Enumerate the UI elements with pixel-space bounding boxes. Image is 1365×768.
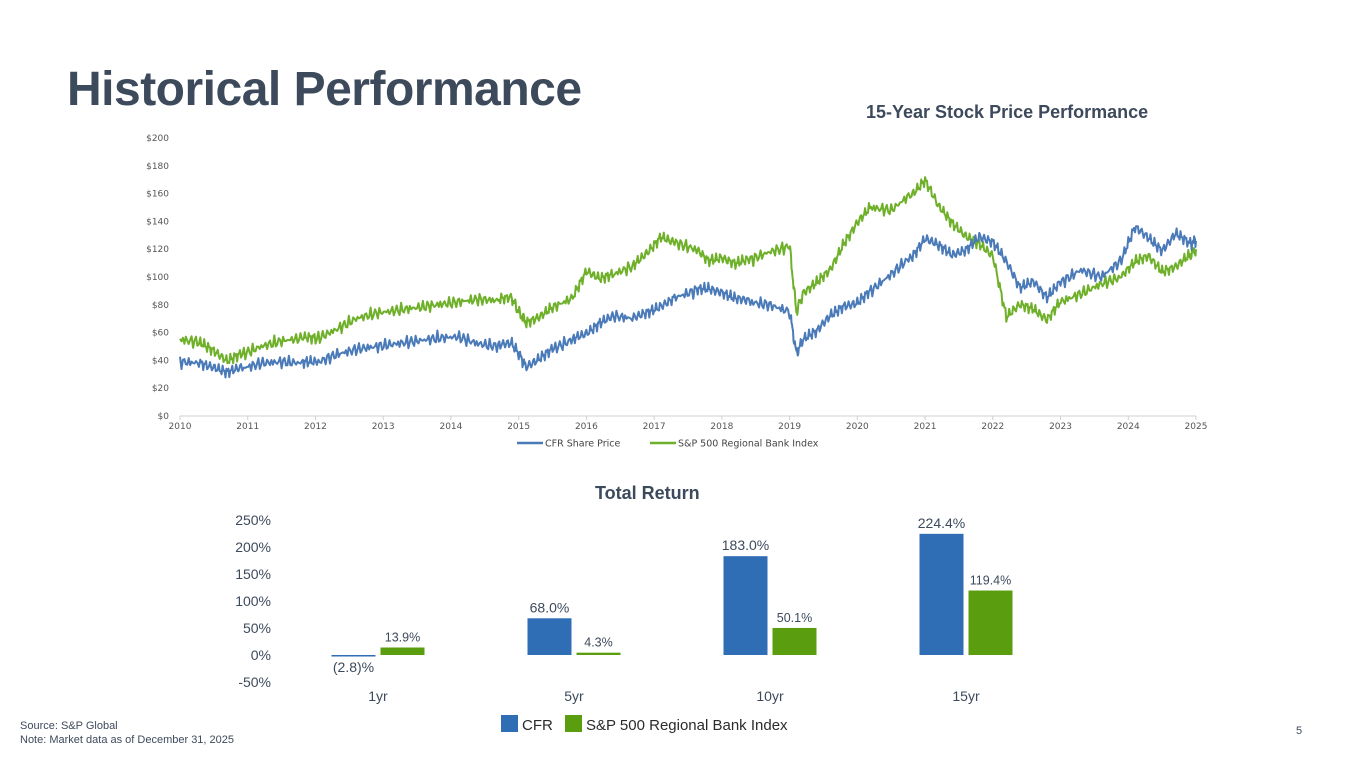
line-y-tick-label: $0 [158, 412, 170, 422]
bar-category-label: 5yr [564, 688, 584, 704]
line-x-tick-label: 2025 [1185, 422, 1208, 432]
cfr-share-price-line [179, 225, 1197, 379]
line-x-tick-label: 2012 [304, 422, 327, 432]
line-y-tick-label: $140 [146, 217, 169, 227]
bar-cfr-data-label: (2.8)% [333, 659, 374, 675]
line-x-tick-label: 2022 [981, 422, 1004, 432]
line-y-tick-label: $160 [146, 190, 169, 200]
bar-regional-bank-index-data-label: 4.3% [584, 636, 613, 650]
line-y-tick-label: $60 [152, 329, 169, 339]
bar-y-tick-label: 100% [235, 593, 271, 609]
bar-category-label: 1yr [368, 688, 388, 704]
bar-y-tick-label: 0% [251, 647, 271, 663]
line-x-tick-label: 2021 [914, 422, 937, 432]
bar-regional-bank-index-1yr [380, 647, 425, 655]
bar-regional-bank-index-data-label: 119.4% [970, 574, 1011, 588]
bar-y-tick-label: 150% [235, 566, 271, 582]
bar-cfr-data-label: 68.0% [530, 599, 570, 615]
line-x-tick-label: 2013 [372, 422, 395, 432]
page-title: Historical Performance [67, 63, 582, 116]
legend-sp500-regional-bank-index-label: S&P 500 Regional Bank Index [586, 717, 788, 734]
line-x-tick-label: 2014 [439, 422, 462, 432]
line-x-tick-label: 2024 [1117, 422, 1140, 432]
bar-cfr-data-label: 183.0% [722, 537, 769, 553]
bar-y-tick-label: 200% [235, 539, 271, 555]
bar-y-tick-label: 250% [235, 512, 271, 528]
page-number: 5 [1296, 725, 1303, 737]
bar-y-tick-label: -50% [238, 674, 271, 690]
bar-category-label: 15yr [952, 688, 980, 704]
legend-cfr-swatch [501, 715, 518, 732]
legend-sp500-regional-bank-index-swatch [565, 715, 582, 732]
line-x-tick-label: 2019 [778, 422, 801, 432]
line-x-tick-label: 2020 [846, 422, 869, 432]
line-x-tick-label: 2015 [507, 422, 530, 432]
line-x-tick-label: 2017 [643, 422, 666, 432]
line-y-tick-label: $80 [152, 301, 169, 311]
bar-regional-bank-index-15yr [968, 590, 1013, 655]
bar-regional-bank-index-data-label: 50.1% [777, 611, 812, 625]
line-y-tick-label: $200 [146, 134, 169, 144]
legend-regional-bank-index-label: S&P 500 Regional Bank Index [678, 439, 819, 450]
bar-y-tick-label: 50% [243, 620, 271, 636]
line-y-tick-label: $180 [146, 162, 169, 172]
bar-regional-bank-index-data-label: 13.9% [385, 630, 420, 644]
line-x-tick-label: 2010 [169, 422, 192, 432]
bar-cfr-1yr [331, 655, 376, 657]
bar-cfr-15yr [919, 533, 964, 655]
bar-category-label: 10yr [756, 688, 784, 704]
line-x-tick-label: 2016 [575, 422, 598, 432]
source-note: Source: S&P Global [20, 720, 118, 732]
line-y-tick-label: $40 [152, 356, 169, 366]
line-x-tick-label: 2011 [236, 422, 259, 432]
legend-cfr-share-price-label: CFR Share Price [545, 439, 620, 450]
line-x-tick-label: 2018 [710, 422, 733, 432]
bar-cfr-10yr [723, 556, 768, 655]
line-chart-title: 15-Year Stock Price Performance [866, 102, 1149, 122]
line-y-tick-label: $100 [146, 273, 169, 283]
legend-cfr-label: CFR [522, 717, 553, 734]
regional-bank-index-line [179, 176, 1197, 365]
line-x-tick-label: 2023 [1049, 422, 1072, 432]
bar-cfr-5yr [527, 618, 572, 655]
line-y-tick-label: $120 [146, 245, 169, 255]
bar-regional-bank-index-10yr [772, 627, 817, 655]
bar-regional-bank-index-5yr [576, 652, 621, 655]
line-y-tick-label: $20 [152, 384, 169, 394]
bar-cfr-data-label: 224.4% [918, 515, 965, 531]
market-data-note: Note: Market data as of December 31, 202… [20, 734, 235, 746]
bar-chart-title: Total Return [595, 483, 700, 503]
